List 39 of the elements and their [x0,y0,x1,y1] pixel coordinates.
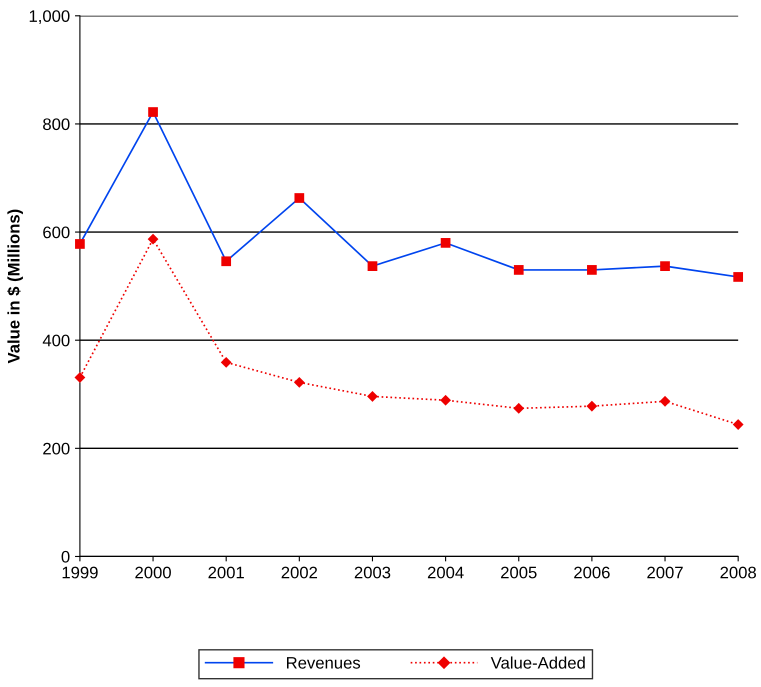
legend-label: Revenues [286,657,360,669]
point [660,261,670,271]
point [440,394,452,406]
point [368,261,378,271]
x-tick-label: 2004 [428,566,464,578]
y-axis-title: Value in $ (Millions) [7,210,23,364]
x-tick-label: 1999 [62,566,98,578]
x-tick-label: 2008 [720,566,756,578]
point [221,256,232,266]
x-tick-label: 2003 [354,566,390,578]
point [587,265,597,275]
point [294,193,304,203]
y-tick-label: 400 [42,334,70,346]
y-tick-label: 0 [62,550,70,563]
point [148,234,158,244]
legend-label: Value-Added [490,656,585,669]
x-tick-label: 2000 [135,566,171,578]
y-tick-label: 1,000 [30,10,70,24]
point [440,238,450,248]
point [660,396,670,407]
x-tick-label: 2007 [647,566,683,578]
point [74,372,86,383]
x-tick-label: 2001 [208,566,244,578]
y-tick-label: 800 [43,118,70,130]
x-tick-label: 2002 [282,566,318,578]
point [513,402,524,414]
point [220,356,232,368]
point [148,107,158,117]
point [732,419,744,430]
point [586,400,598,412]
point [75,239,85,249]
y-tick-label: 600 [43,226,70,238]
x-tick-label: 2005 [501,566,537,578]
point [367,391,378,402]
y-tick-label: 200 [43,442,70,455]
point [733,272,744,282]
point [294,376,305,388]
point [514,265,524,275]
x-tick-label: 2006 [574,566,610,578]
